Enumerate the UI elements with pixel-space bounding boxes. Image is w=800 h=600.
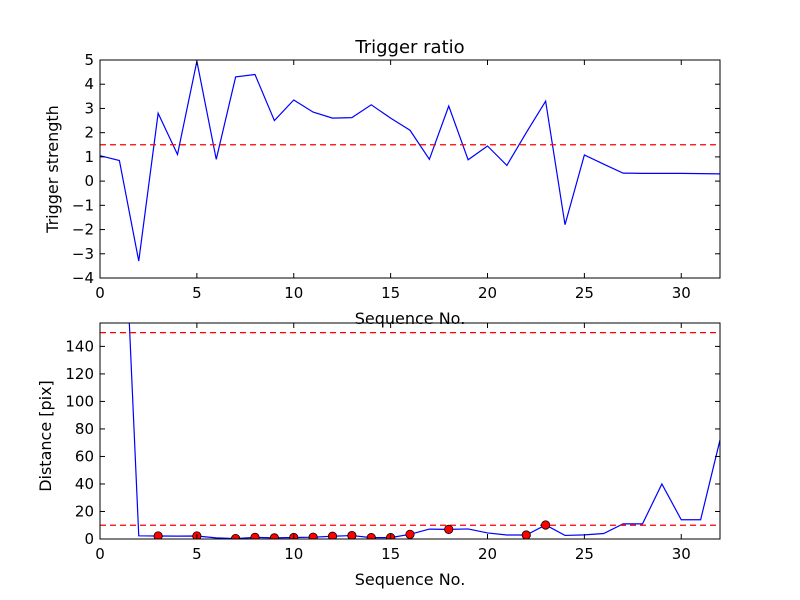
y-tick-label: 0 — [84, 530, 94, 548]
distance-plot-area: 0 5 10 15 20 25 30 0 20 40 60 80 100 120 140 — [65, 322, 721, 563]
trigger-ratio-plot-area: 0 5 10 15 20 25 30 −4 −3 −2 −1 0 1 2 3 4 5 — [72, 51, 721, 302]
data-point — [366, 533, 376, 539]
x-axis-label: Sequence No. — [355, 570, 466, 589]
x-tick-label: 0 — [95, 545, 105, 563]
x-tick-label: 10 — [284, 545, 303, 563]
x-tick-label: 25 — [575, 545, 594, 563]
x-tick-label: 30 — [672, 545, 691, 563]
x-tick-label: 20 — [478, 545, 497, 563]
y-tick-label: 120 — [65, 365, 94, 383]
plot-content — [100, 323, 720, 539]
data-point — [153, 531, 163, 539]
y-axis-label: Distance [pix] — [36, 380, 55, 492]
x-tick-label: 25 — [575, 284, 594, 302]
x-tick-label: 5 — [192, 545, 202, 563]
y-tick-label: 0 — [84, 172, 94, 190]
y-tick-label: 1 — [84, 148, 94, 166]
data-point — [308, 532, 318, 539]
data-point — [269, 533, 279, 539]
data-point — [250, 532, 260, 539]
y-tick-label: 140 — [65, 337, 94, 355]
chart-title: Trigger ratio — [354, 37, 464, 58]
y-tick-label: 3 — [84, 99, 94, 117]
x-tick-label: 0 — [95, 284, 105, 302]
x-axis-label: Sequence No. — [355, 309, 466, 328]
y-tick-label: 60 — [75, 447, 94, 465]
data-point — [521, 530, 531, 539]
y-axis-label: Trigger strength — [43, 105, 62, 234]
axes-frame — [99, 322, 721, 540]
y-tick-label: −4 — [72, 269, 94, 287]
x-tick-label: 5 — [192, 284, 202, 302]
y-tick-label: −2 — [72, 221, 94, 239]
x-tick-label: 30 — [672, 284, 691, 302]
data-point — [405, 529, 415, 539]
data-point — [541, 520, 551, 530]
y-tick-label: 40 — [75, 475, 94, 493]
y-tick-label: 2 — [84, 124, 94, 142]
y-tick-label: 4 — [84, 75, 94, 93]
x-tick-label: 10 — [284, 284, 303, 302]
x-tick-label: 15 — [381, 284, 400, 302]
y-tick-label: 20 — [75, 502, 94, 520]
y-tick-label: −3 — [72, 245, 94, 263]
y-tick-label: 100 — [65, 392, 94, 410]
series-line — [100, 61, 720, 262]
data-point — [327, 531, 338, 539]
x-tick-label: 20 — [478, 284, 497, 302]
y-tick-label: −1 — [72, 196, 94, 214]
x-tick-label: 15 — [381, 545, 400, 563]
axes-frame — [99, 59, 721, 279]
y-tick-label: 5 — [84, 51, 94, 69]
y-tick-label: 80 — [75, 420, 94, 438]
plot-content — [100, 61, 720, 262]
distance-chart: 0 5 10 15 20 25 30 0 20 40 60 80 100 120 140 Sequence … — [36, 322, 721, 589]
data-point — [347, 530, 357, 539]
data-point — [444, 524, 454, 534]
